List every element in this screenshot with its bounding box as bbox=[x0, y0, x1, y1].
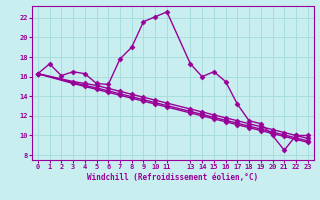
X-axis label: Windchill (Refroidissement éolien,°C): Windchill (Refroidissement éolien,°C) bbox=[87, 173, 258, 182]
